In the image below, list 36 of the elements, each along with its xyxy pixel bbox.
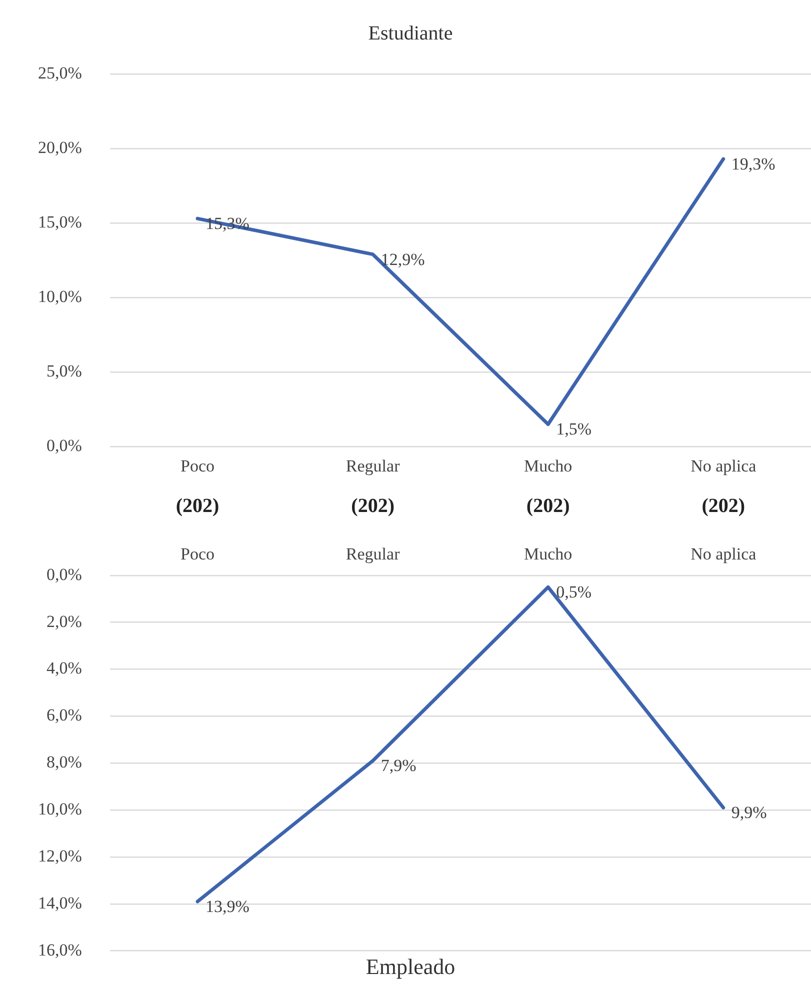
text: Empleado <box>366 954 456 979</box>
y-tick-label: 2,0% <box>46 612 82 631</box>
y-tick-label: 0,0% <box>46 564 82 584</box>
data-label: 19,3% <box>731 154 776 174</box>
x-tick-label: Mucho <box>524 544 572 564</box>
text: (202) <box>526 494 570 517</box>
y-tick-label: 10,0% <box>38 287 82 306</box>
text: (202) <box>176 494 220 517</box>
x-tick-label: Poco <box>180 456 215 476</box>
text: (202) <box>351 494 394 517</box>
y-tick-label: 6,0% <box>46 706 82 725</box>
x-tick-label: Poco <box>180 544 215 564</box>
data-label: 12,9% <box>380 250 425 269</box>
y-tick-label: 5,0% <box>46 362 82 381</box>
data-label: 1,5% <box>556 420 592 439</box>
y-tick-label: 25,0% <box>38 63 82 82</box>
data-label: 0,5% <box>556 582 592 602</box>
y-tick-label: 10,0% <box>38 799 82 818</box>
text: (202) <box>702 494 746 517</box>
x-tick-label: Regular <box>346 456 400 476</box>
chart-title: Estudiante <box>368 22 453 44</box>
y-tick-label: 14,0% <box>38 893 82 912</box>
data-label: 7,9% <box>380 756 416 776</box>
data-label: 9,9% <box>731 803 767 822</box>
x-tick-label: Regular <box>346 544 400 564</box>
y-tick-label: 12,0% <box>38 846 82 866</box>
y-tick-label: 4,0% <box>46 658 82 678</box>
y-tick-label: 20,0% <box>38 138 82 157</box>
x-tick-label: No aplica <box>690 544 757 564</box>
x-tick-label: Mucho <box>524 456 572 476</box>
y-tick-label: 0,0% <box>46 436 82 456</box>
x-tick-label: No aplica <box>690 456 757 476</box>
data-label: 13,9% <box>206 896 250 916</box>
y-tick-label: 15,0% <box>38 212 82 232</box>
y-tick-label: 16,0% <box>38 940 82 960</box>
y-tick-label: 8,0% <box>46 752 82 772</box>
